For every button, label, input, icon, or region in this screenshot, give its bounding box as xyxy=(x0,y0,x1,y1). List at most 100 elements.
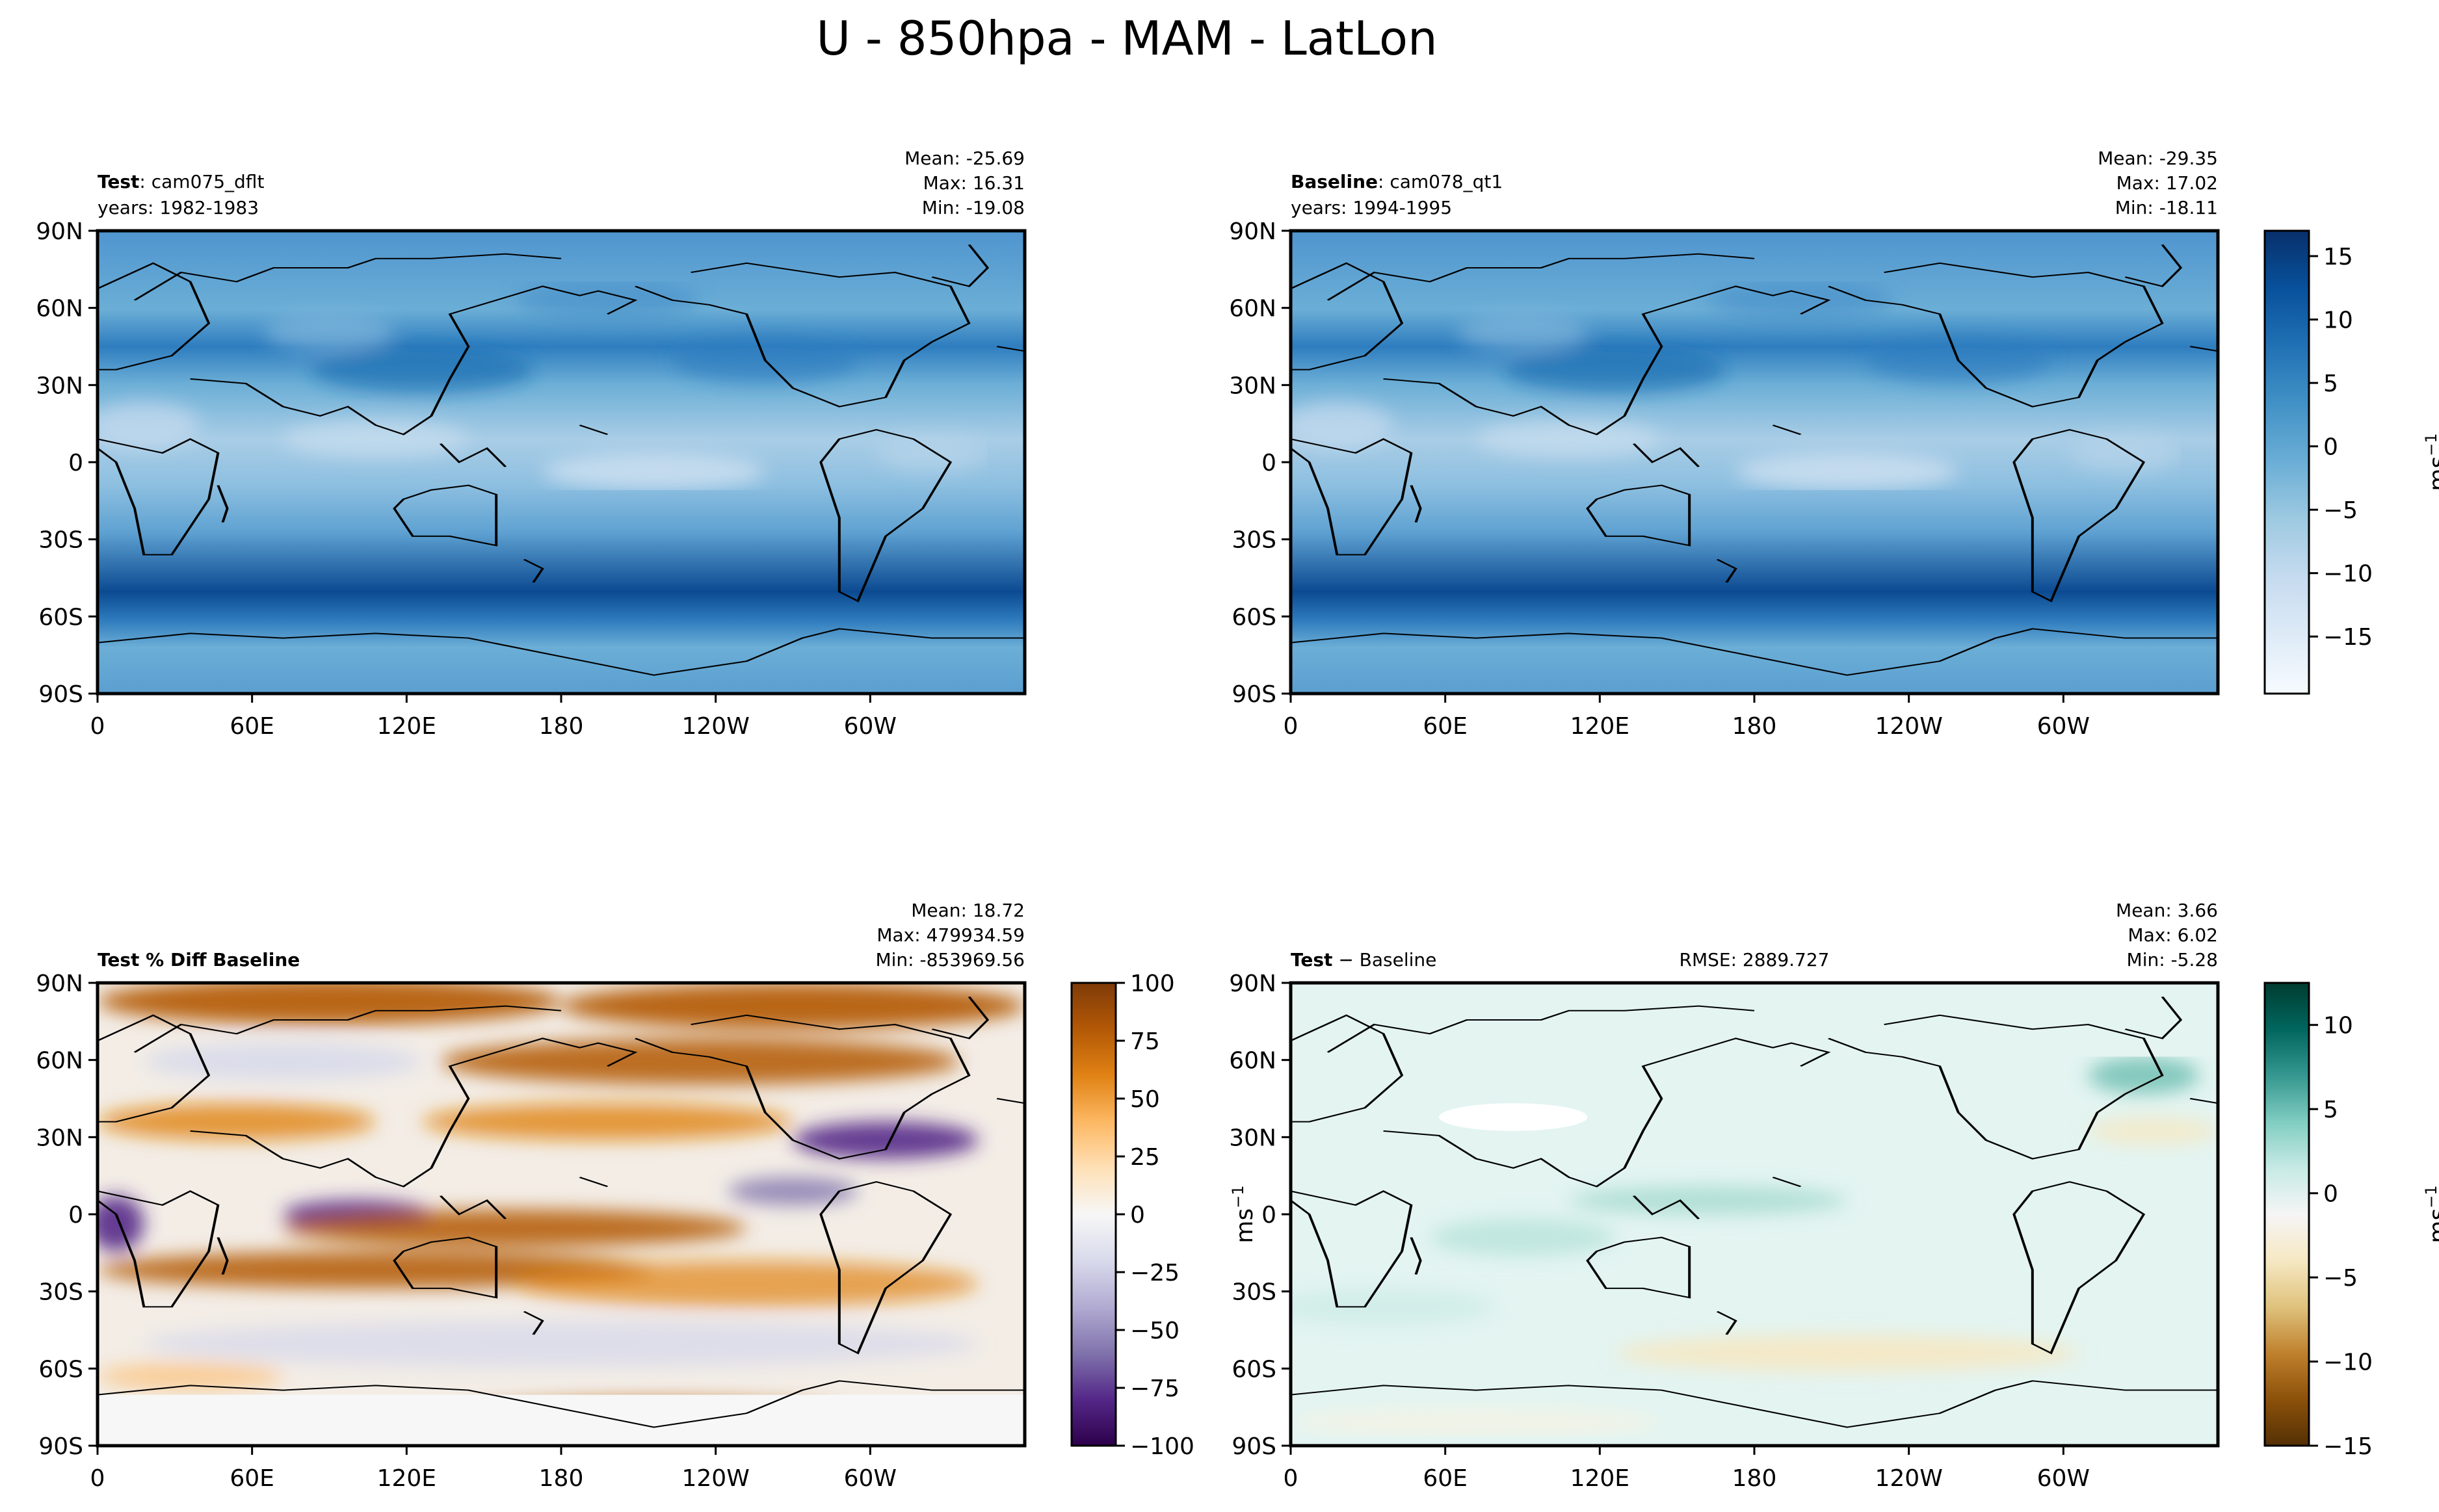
y-tick-label: 90N xyxy=(36,218,83,245)
x-tick-label: 60E xyxy=(1423,1465,1468,1492)
stat-label: Max: 16.31 xyxy=(923,172,1025,194)
colorbar-unit-label: ms−1 xyxy=(2422,1185,2439,1243)
colorbar-tick-label: 25 xyxy=(1130,1144,1160,1171)
x-tick-label: 0 xyxy=(90,1465,105,1492)
x-tick-label: 0 xyxy=(90,713,105,740)
stat-label: Max: 17.02 xyxy=(2116,172,2218,194)
panel-title-bold: Test % Diff Baseline xyxy=(98,949,300,971)
stat-label: Min: -19.08 xyxy=(922,197,1025,218)
x-tick-label: 60E xyxy=(1423,713,1468,740)
x-tick-label: 180 xyxy=(1732,713,1777,740)
panel-title-bold: Test xyxy=(1291,949,1332,971)
x-tick-label: 120E xyxy=(1570,713,1629,740)
y-tick-label: 60S xyxy=(1232,1356,1276,1383)
map-field xyxy=(1291,231,2218,694)
y-tick-label: 30N xyxy=(1229,1125,1276,1151)
y-tick-label: 60S xyxy=(1232,604,1276,631)
y-tick-label: 90S xyxy=(1232,1433,1276,1460)
panel-title: Baseline: cam078_qt1 xyxy=(1291,171,1503,192)
y-tick-label: 90N xyxy=(1229,218,1276,245)
x-tick-label: 60W xyxy=(2037,1465,2090,1492)
panel-title-rest: − Baseline xyxy=(1332,949,1436,971)
colorbar-baseline: 15 10 5 0 −5 −10 −15 ms−1 xyxy=(2263,229,2439,695)
panel-title: Test % Diff Baseline xyxy=(98,949,300,971)
colorbar-tick-label: −10 xyxy=(2323,561,2373,588)
x-tick-label: 180 xyxy=(539,1465,584,1492)
colorbar-tick-label: 75 xyxy=(1130,1028,1160,1055)
colorbar-unit-label: ms−1 xyxy=(1229,1185,1258,1243)
panel-title: Test: cam075_dflt xyxy=(98,171,264,192)
y-tick-label: 30S xyxy=(1232,1279,1276,1306)
y-tick-label: 90S xyxy=(1232,681,1276,708)
colorbar-tick-label: 10 xyxy=(2323,307,2353,334)
y-tick-label: 0 xyxy=(1261,1202,1276,1229)
stat-label: Mean: 18.72 xyxy=(911,900,1025,921)
map-field xyxy=(98,983,1025,1446)
stat-label: Max: 479934.59 xyxy=(877,924,1025,946)
colorbar-tick-label: 5 xyxy=(2323,371,2338,397)
y-tick-label: 0 xyxy=(68,1202,83,1229)
y-tick-label: 60N xyxy=(36,1048,83,1075)
x-tick-label: 60E xyxy=(230,1465,274,1492)
map-field xyxy=(98,231,1025,694)
colorbar-tick-label: 0 xyxy=(1130,1202,1145,1229)
stat-label: Min: -853969.56 xyxy=(875,949,1025,971)
panel-subtitle: years: 1994-1995 xyxy=(1291,197,1452,218)
y-tick-label: 60S xyxy=(38,1356,83,1383)
colorbar-tick-label: 0 xyxy=(2323,434,2338,461)
stat-label: Mean: -29.35 xyxy=(2098,148,2218,169)
panel-title-bold: Baseline xyxy=(1291,171,1378,192)
colorbar-unit-label: ms−1 xyxy=(2422,433,2439,491)
colorbar-pctdiff: 100 75 50 25 0 −25 −50 −75 −100 ms−1 xyxy=(1070,971,1258,1460)
x-tick-label: 120W xyxy=(682,1465,750,1492)
colorbar-unit-exponent: −1 xyxy=(2422,1185,2439,1208)
colorbar-unit-exponent: −1 xyxy=(2422,433,2439,456)
panel-title: Test − Baseline xyxy=(1291,949,1436,971)
stat-label: Max: 6.02 xyxy=(2128,924,2218,946)
x-tick-label: 60W xyxy=(844,1465,897,1492)
x-tick-label: 60E xyxy=(230,713,274,740)
map-panel-pctdiff: 0 60E 120E 180 120W 60W 90N 60N 30N 0 30S 60S 90S Tes… xyxy=(36,900,1258,1492)
panel-title-rest: : cam078_qt1 xyxy=(1378,171,1503,192)
x-tick-label: 0 xyxy=(1284,1465,1299,1492)
x-tick-label: 180 xyxy=(539,713,584,740)
colorbar-tick-label: −5 xyxy=(2323,497,2358,524)
x-tick-label: 120E xyxy=(377,1465,436,1492)
y-tick-label: 60S xyxy=(38,604,83,631)
y-tick-label: 90N xyxy=(1229,971,1276,997)
map-field xyxy=(1291,983,2218,1446)
colorbar-tick-label: −5 xyxy=(2323,1265,2358,1292)
y-tick-label: 60N xyxy=(1229,1048,1276,1075)
panel-title-bold: Test xyxy=(98,171,139,192)
x-tick-label: 120W xyxy=(682,713,750,740)
colorbar-tick-label: 10 xyxy=(2323,1013,2353,1039)
x-tick-label: 60W xyxy=(844,713,897,740)
y-tick-label: 90N xyxy=(36,971,83,997)
colorbar-tick-label: 0 xyxy=(2323,1181,2338,1208)
colorbar-tick-label: −50 xyxy=(1130,1318,1180,1344)
rmse-label: RMSE: 2889.727 xyxy=(1679,949,1829,971)
y-tick-label: 30S xyxy=(38,527,83,554)
x-tick-label: 60W xyxy=(2037,713,2090,740)
stat-label: Min: -5.28 xyxy=(2127,949,2218,971)
colorbar-gradient xyxy=(2263,982,2310,1447)
y-tick-label: 30S xyxy=(38,1279,83,1306)
y-tick-label: 90S xyxy=(38,681,83,708)
x-tick-label: 120E xyxy=(377,713,436,740)
map-panel-test: 0 60E 120E 180 120W 60W 90N 60N 30N 0 30S 60S 90S Tes… xyxy=(36,148,1027,740)
x-tick-label: 120E xyxy=(1570,1465,1629,1492)
colorbar-tick-label: −10 xyxy=(2323,1349,2373,1376)
stat-label: Mean: -25.69 xyxy=(904,148,1025,169)
y-tick-label: 60N xyxy=(36,296,83,322)
y-tick-label: 30S xyxy=(1232,527,1276,554)
y-tick-label: 0 xyxy=(1261,450,1276,476)
x-tick-label: 120W xyxy=(1875,713,1943,740)
y-tick-label: 30N xyxy=(36,1125,83,1151)
stat-label: Min: -18.11 xyxy=(2115,197,2218,218)
colorbar-tick-label: −15 xyxy=(2323,1433,2373,1460)
y-tick-label: 90S xyxy=(38,1433,83,1460)
colorbar-tick-label: 100 xyxy=(1130,971,1175,997)
map-panel-diff: 0 60E 120E 180 120W 60W 90N 60N 30N 0 30S 60S 90S Tes… xyxy=(1229,900,2439,1492)
stat-label: Mean: 3.66 xyxy=(2116,900,2218,921)
